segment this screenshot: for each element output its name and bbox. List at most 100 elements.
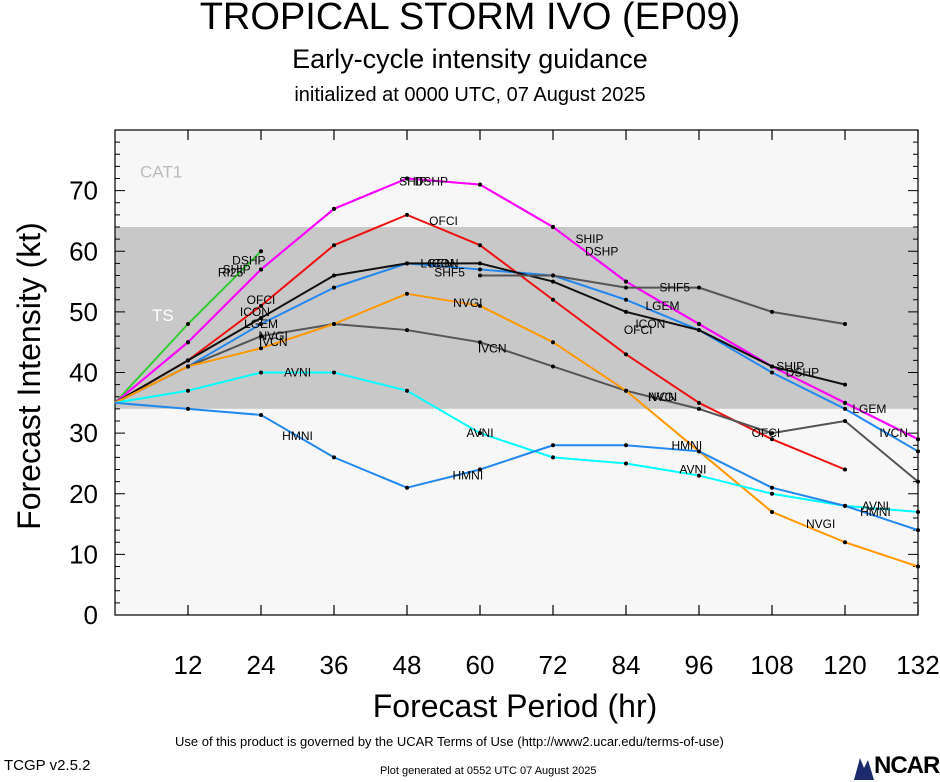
data-point-icon [478, 261, 482, 266]
data-point-hmni [405, 485, 409, 490]
data-point-lgem [624, 297, 628, 302]
data-point-shf5 [770, 309, 774, 314]
series-label-ivcn: IVCN [879, 426, 908, 440]
y-axis-label: Forecast Intensity (kt) [11, 222, 47, 530]
x-axis-label: Forecast Period (hr) [373, 688, 658, 724]
initialization-time: initialized at 0000 UTC, 07 August 2025 [294, 84, 646, 106]
data-point-hmni [624, 443, 628, 448]
intensity-chart: CAT1 TS 12 24 36 48 60 72 84 96 108 120 132 0 10 20 30 4… [11, 129, 940, 724]
data-point-icon [405, 261, 409, 266]
series-label-lgem: LGEM [244, 317, 278, 331]
data-point-nvgi [843, 540, 847, 545]
data-point-icon [332, 273, 336, 278]
series-label-shf5: SHF5 [659, 281, 690, 295]
data-point-icon [259, 315, 263, 320]
y-tick-label: 40 [69, 358, 98, 388]
data-point-ivcn [916, 479, 920, 484]
data-point-ivcn [551, 364, 555, 369]
series-label-nvgi: NVGI [453, 296, 482, 310]
series-label-ri25: RI25 [218, 265, 244, 279]
series-label-ship: SHIP [223, 262, 251, 276]
axes: 12 24 36 48 60 72 84 96 108 120 132 0 10 20 30 40 50 60 70 [69, 129, 940, 680]
y-tick-label: 30 [69, 418, 98, 448]
data-point-ship [405, 176, 409, 181]
series-label-hmni: HMNI [282, 429, 313, 443]
y-tick-label: 0 [84, 600, 98, 630]
data-point-nvgi [770, 509, 774, 514]
chart-subtitle: Early-cycle intensity guidance [292, 44, 648, 74]
series-label-ship: SHIP [575, 232, 603, 246]
data-point-icon [843, 382, 847, 387]
x-tick-label: 24 [247, 650, 276, 680]
x-tick-label: 84 [612, 650, 641, 680]
series-label-shf5: SHF5 [434, 265, 465, 279]
version-label: TCGP v2.5.2 [4, 757, 91, 774]
data-point-nvgi [916, 564, 920, 569]
data-point-ofci [697, 400, 701, 405]
data-point-avni [332, 370, 336, 375]
series-label-ivcn: IVCN [648, 390, 677, 404]
band-label-ts: TS [152, 306, 174, 325]
intensity-band-0 [115, 130, 918, 227]
data-point-hmni [551, 443, 555, 448]
data-point-nvgi [259, 346, 263, 351]
data-point-hmni [332, 455, 336, 460]
data-point-ri25 [186, 322, 190, 326]
data-point-hmni [697, 449, 701, 454]
ncar-logo: NCAR [852, 752, 940, 782]
ncar-logo-text: NCAR [874, 752, 940, 779]
x-tick-label: 36 [320, 650, 349, 680]
data-point-icon [186, 358, 190, 363]
x-tick-label: 132 [896, 650, 939, 680]
data-point-lgem [478, 267, 482, 272]
series-label-nvgi: NVGI [806, 517, 835, 531]
data-point-ivcn [405, 328, 409, 333]
series-lines [114, 176, 920, 569]
data-point-lgem [843, 406, 847, 411]
data-point-avni [478, 431, 482, 436]
series-labels: RI25DSHPDSHPDSHPDSHPSHIPSHIPSHIPSHIPOFCI… [218, 175, 908, 532]
data-point-hmni [259, 412, 263, 417]
ncar-logo-icon [854, 758, 874, 780]
data-point-ivcn [770, 431, 774, 436]
data-point-shf5 [697, 285, 701, 290]
y-tick-label: 10 [69, 539, 98, 569]
series-label-lgem: LGEM [852, 402, 886, 416]
data-point-ivcn [259, 334, 263, 339]
x-tick-label: 12 [174, 650, 203, 680]
series-line-ivcn [114, 323, 919, 483]
data-point-ofci [332, 243, 336, 248]
series-label-avni: AVNI [679, 463, 706, 477]
data-point-lgem [259, 322, 263, 326]
data-point-ship [259, 267, 263, 272]
data-point-shf5 [624, 285, 628, 290]
series-label-ship: SHIP [776, 359, 804, 373]
series-line-avni [114, 371, 919, 513]
band-label-cat1: CAT1 [140, 162, 182, 181]
data-point-shf5 [551, 273, 555, 278]
series-label-hmni: HMNI [452, 469, 483, 483]
data-point-shf5 [478, 273, 482, 278]
intensity-band-2 [115, 408, 918, 615]
series-label-avni: AVNI [466, 426, 493, 440]
data-point-hmni [770, 485, 774, 490]
series-label-icon: ICON [240, 305, 270, 319]
data-point-nvgi [332, 322, 336, 326]
series-label-ofci: OFCI [752, 426, 781, 440]
data-point-icon [624, 309, 628, 314]
y-tick-label: 60 [69, 236, 98, 266]
series-label-ofci: OFCI [624, 323, 653, 337]
data-point-ri25 [259, 249, 263, 254]
data-point-nvgi [478, 303, 482, 308]
data-point-avni [186, 388, 190, 393]
series-line-nvgi [114, 292, 919, 568]
series-line-ship [114, 177, 919, 441]
data-point-ship [916, 437, 920, 442]
data-point-avni [770, 491, 774, 496]
series-label-lgem: LGEM [645, 299, 679, 313]
series-line-shf5 [480, 274, 846, 325]
data-point-avni [916, 509, 920, 514]
data-point-lgem [770, 370, 774, 375]
data-point-ofci [843, 467, 847, 472]
data-point-avni [259, 370, 263, 375]
